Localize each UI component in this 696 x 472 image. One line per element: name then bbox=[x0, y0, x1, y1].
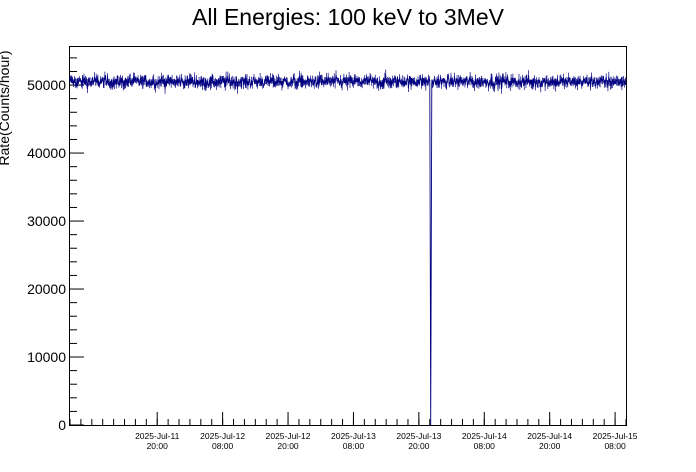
y-tick-label: 40000 bbox=[27, 145, 66, 161]
x-tick-label-date: 2025-Jul-14 bbox=[462, 431, 507, 441]
series-line bbox=[69, 74, 627, 426]
x-tick-label-date: 2025-Jul-12 bbox=[266, 431, 311, 441]
x-tick-label-time: 08:00 bbox=[604, 441, 626, 451]
x-tick-label-date: 2025-Jul-12 bbox=[200, 431, 245, 441]
axes-group: 010000200003000040000500002025-Jul-1120:… bbox=[27, 57, 638, 451]
y-tick-label: 30000 bbox=[27, 213, 66, 229]
y-tick-label: 0 bbox=[58, 417, 66, 433]
chart-title: All Energies: 100 keV to 3MeV bbox=[192, 4, 504, 30]
y-tick-label: 20000 bbox=[27, 281, 66, 297]
x-tick-label-time: 08:00 bbox=[474, 441, 496, 451]
x-tick-label-date: 2025-Jul-11 bbox=[135, 431, 180, 441]
x-tick-label-date: 2025-Jul-13 bbox=[331, 431, 376, 441]
series-group bbox=[69, 69, 627, 426]
x-tick-label-time: 20:00 bbox=[147, 441, 169, 451]
x-tick-label-date: 2025-Jul-14 bbox=[527, 431, 572, 441]
x-tick-label-time: 08:00 bbox=[212, 441, 234, 451]
x-tick-label-date: 2025-Jul-13 bbox=[396, 431, 441, 441]
plot-frame bbox=[69, 46, 627, 426]
y-tick-label: 50000 bbox=[27, 77, 66, 93]
x-tick-label-date: 2025-Jul-15 bbox=[593, 431, 638, 441]
x-tick-label-time: 20:00 bbox=[539, 441, 561, 451]
x-tick-label-time: 20:00 bbox=[277, 441, 299, 451]
x-tick-label-time: 08:00 bbox=[343, 441, 365, 451]
x-tick-label-time: 20:00 bbox=[408, 441, 430, 451]
y-tick-label: 10000 bbox=[27, 349, 66, 365]
